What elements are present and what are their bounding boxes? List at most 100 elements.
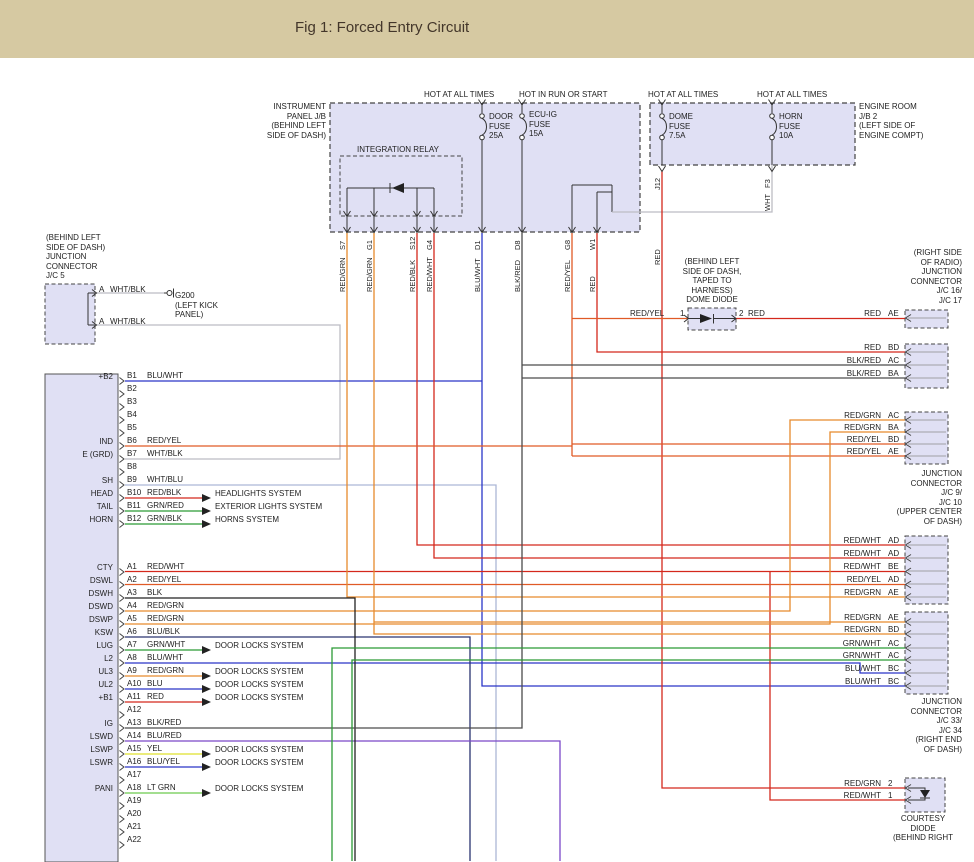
wire-name: RED (864, 343, 881, 352)
signal-label: TAIL (96, 502, 113, 511)
pin-wire: RED/BLK (147, 488, 182, 497)
pin-label: F3 (763, 179, 772, 188)
pin-wire: GRN/WHT (147, 640, 186, 649)
right-wire-row: RED/WHT BE (772, 562, 902, 571)
pin-wire: RED/WHT (147, 562, 185, 571)
pin-id: B4 (127, 410, 137, 419)
pin-code: AD (888, 549, 900, 558)
component-boxes (44, 102, 949, 862)
wire-name: GRN/WHT (842, 639, 881, 648)
figure-header: Fig 1: Forced Entry Circuit (0, 0, 974, 58)
pin-id: A2 (127, 575, 137, 584)
pin-id: A14 (127, 731, 142, 740)
instrument-panel-jb-box (329, 102, 641, 233)
pin-wire: YEL (147, 744, 163, 753)
wires-red (125, 171, 905, 801)
signal-label: +B1 (98, 693, 113, 702)
pin-row: A1 RED/WHT (127, 562, 184, 572)
pin-label: J12 (653, 178, 662, 190)
signal-label: DSWP (89, 615, 113, 624)
wire-name: RED/GRN (844, 625, 881, 634)
pin-row: A13 BLK/RED (127, 718, 181, 728)
jc5-wire-label: WHT/BLK (110, 317, 146, 326)
right-wire-row: RED/GRN AC (772, 411, 902, 420)
jc9-10-box (904, 411, 949, 465)
signal-label: IG (104, 719, 113, 728)
signal-label: IND (99, 437, 113, 446)
connector-stubs (908, 317, 946, 687)
pin-id: A15 (127, 744, 142, 753)
wire-blu-red (125, 740, 561, 861)
ground-symbol (166, 290, 173, 296)
right-wire-row: RED/GRN AE (772, 588, 902, 597)
pin-id: A6 (127, 627, 137, 636)
pin-id: B5 (127, 423, 137, 432)
pin-wire: WHT/BLK (147, 449, 183, 458)
pin-id: A21 (127, 822, 142, 831)
right-wire-row: BLK/RED BA (772, 369, 902, 378)
pin-row: A8 BLU/WHT (127, 653, 183, 663)
pin-id: B1 (127, 371, 137, 380)
system-label: DOOR LOCKS SYSTEM (215, 667, 304, 676)
pin-id: A10 (127, 679, 142, 688)
pin-row: A9 RED/GRN (127, 666, 184, 676)
wire-name: RED/WHT (843, 549, 881, 558)
ground-label: G200 (LEFT KICK PANEL) (175, 291, 218, 319)
pin-code: BC (888, 677, 900, 686)
right-wire-row: BLK/RED AC (772, 356, 902, 365)
door-fuse-label: DOOR FUSE 25A (489, 112, 513, 140)
right-wire-row: RED AE (772, 309, 902, 318)
wire-name: BLU/WHT (845, 664, 881, 673)
pin-id: B7 (127, 449, 137, 458)
ecu-box (44, 373, 119, 862)
signal-label: HORN (89, 515, 113, 524)
signal-label: DSWD (88, 602, 113, 611)
pin-row: A20 (127, 809, 147, 819)
signal-label: LSWD (89, 732, 113, 741)
right-wire-row: GRN/WHT AC (772, 651, 902, 660)
wires-wht-blk (95, 165, 773, 460)
signal-label: L2 (104, 654, 113, 663)
pin-code: BE (888, 562, 899, 571)
right-wire-row: BLU/WHT BC (772, 664, 902, 673)
pin-row: B11 GRN/RED (127, 501, 184, 511)
jc16-17-label: (RIGHT SIDE OF RADIO) JUNCTION CONNECTOR… (910, 248, 962, 305)
jc5-wire-label: WHT/BLK (110, 285, 146, 294)
jc5-label: (BEHIND LEFT SIDE OF DASH) JUNCTION CONN… (46, 233, 106, 280)
pin-id: A9 (127, 666, 137, 675)
integration-relay-box (339, 155, 463, 217)
signal-label: LUG (96, 641, 113, 650)
pin-wire: BLK/RED (147, 718, 182, 727)
hot-label: HOT IN RUN OR START (519, 90, 608, 99)
wire-name: RED/WHT (843, 562, 881, 571)
pin-row: A11 RED (127, 692, 164, 702)
wire-label: RED/GRN (365, 257, 374, 292)
pin-wire: LT GRN (147, 783, 176, 792)
wire-wht-blu (125, 484, 497, 861)
wire-label: RED/YEL (563, 260, 572, 292)
pin-wire: BLU/BLK (147, 627, 180, 636)
pin-wire: RED/GRN (147, 666, 184, 675)
pin-id: A17 (127, 770, 142, 779)
wire-blk (125, 597, 356, 861)
wire-name: BLK/RED (846, 356, 881, 365)
wires-blue (125, 233, 905, 768)
pin-id: A20 (127, 809, 142, 818)
pin-id: A12 (127, 705, 142, 714)
pin-code: 2 (888, 779, 893, 788)
pin-id: A1 (127, 562, 137, 571)
pin-wire: BLU/RED (147, 731, 182, 740)
jc5-pin-label: A (99, 285, 105, 294)
pin-code: BD (888, 435, 900, 444)
dome-fuse-label: DOME FUSE 7.5A (669, 112, 693, 140)
system-label: HEADLIGHTS SYSTEM (215, 489, 302, 498)
system-label: DOOR LOCKS SYSTEM (215, 745, 304, 754)
pin-row: A10 BLU (127, 679, 163, 689)
pin-id: B8 (127, 462, 137, 471)
signal-label: SH (101, 476, 113, 485)
pin-row: A17 (127, 770, 147, 780)
wire-name: RED/YEL (846, 435, 881, 444)
pin-row: A7 GRN/WHT (127, 640, 185, 650)
pin-row: A4 RED/GRN (127, 601, 184, 611)
wire-name: GRN/WHT (842, 651, 881, 660)
